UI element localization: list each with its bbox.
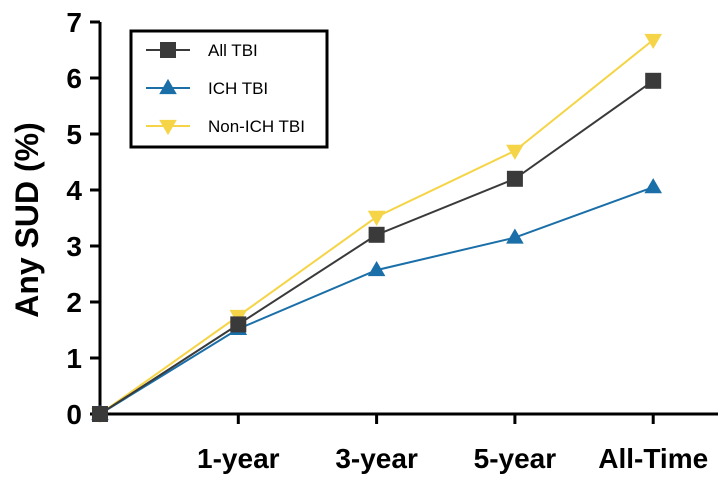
legend-label: Non-ICH TBI — [208, 117, 305, 136]
series-layer — [91, 33, 662, 424]
y-tick-label: 2 — [66, 287, 82, 318]
data-point — [92, 406, 108, 422]
legend-marker — [159, 119, 177, 136]
y-axis-title: Any SUD (%) — [9, 122, 45, 318]
legend-marker — [160, 42, 176, 58]
legend-marker — [159, 78, 177, 95]
legend: All TBI ICH TBI Non-ICH TBI — [129, 29, 329, 149]
data-point — [506, 144, 524, 160]
data-point — [644, 178, 662, 194]
x-tick-label: All-Time — [598, 443, 708, 474]
x-tick-label: 5-year — [474, 443, 557, 474]
y-tick-label: 6 — [66, 63, 82, 94]
y-tick-label: 5 — [66, 119, 82, 150]
data-point — [506, 228, 524, 244]
y-tick-label: 7 — [66, 7, 82, 38]
x-tick-label: 3-year — [335, 443, 418, 474]
data-point — [506, 170, 523, 187]
y-tick-label: 3 — [66, 231, 82, 262]
series-all-tbi — [92, 72, 662, 422]
data-point — [368, 226, 385, 243]
data-point — [230, 316, 247, 333]
data-point — [367, 260, 386, 277]
y-tick-label: 0 — [66, 399, 82, 430]
legend-label: ICH TBI — [208, 79, 268, 98]
x-tick-label: 1-year — [197, 443, 280, 474]
data-point — [367, 210, 386, 226]
data-point — [644, 33, 662, 50]
data-point — [645, 72, 662, 89]
axes: 0 1 2 3 4 5 6 7 1-year 3-year 5-year All-Time — [66, 7, 718, 474]
y-tick-label: 4 — [66, 175, 82, 206]
legend-label: All TBI — [208, 41, 258, 60]
y-tick-label: 1 — [66, 343, 82, 374]
